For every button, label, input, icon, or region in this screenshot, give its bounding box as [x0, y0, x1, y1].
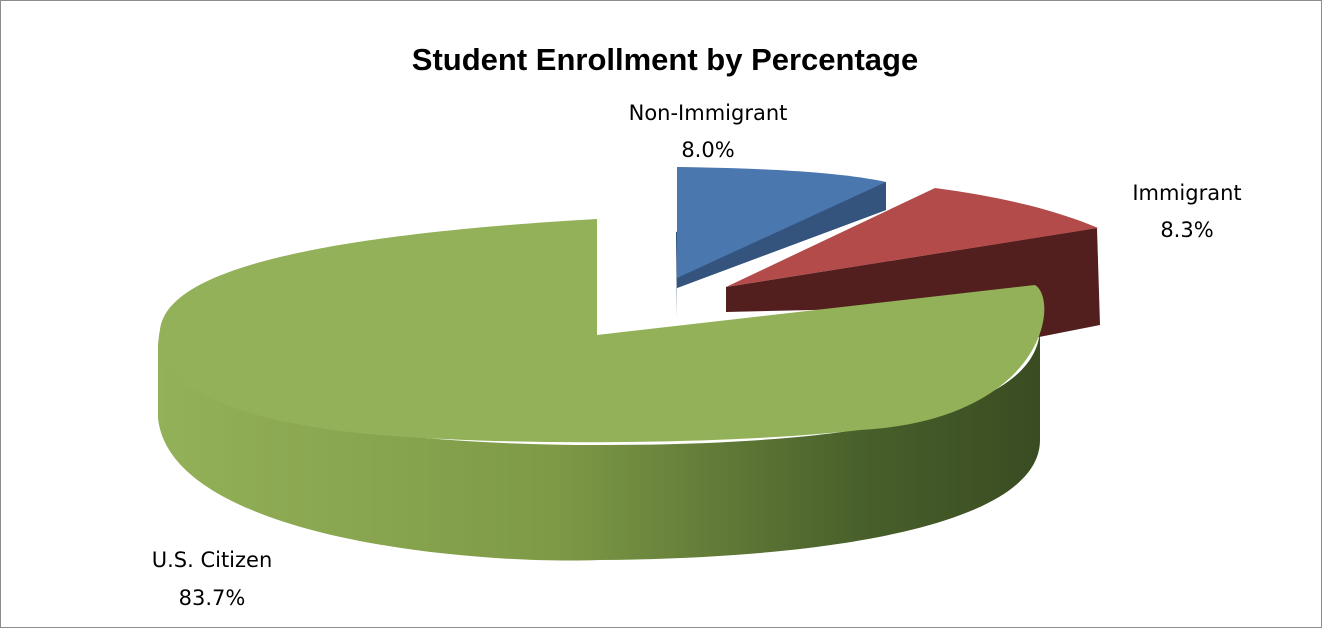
label-immigrant-name: Immigrant	[1132, 181, 1241, 205]
slice-us-citizen-side	[158, 327, 1040, 561]
slice-depth	[158, 182, 1100, 561]
slice-non-immigrant-inner	[676, 182, 886, 288]
label-non-immigrant-value: 8.0%	[681, 138, 734, 162]
label-us-citizen-value: 83.7%	[179, 586, 246, 610]
slice-non-immigrant	[677, 167, 886, 278]
slice-us-citizen	[158, 219, 1045, 443]
slice-immigrant-side	[726, 228, 1100, 338]
label-immigrant-value: 8.3%	[1160, 218, 1213, 242]
label-us-citizen-name: U.S. Citizen	[152, 548, 273, 572]
slice-tops	[158, 167, 1098, 443]
label-non-immigrant-name: Non-Immigrant	[629, 101, 788, 125]
chart-title: Student Enrollment by Percentage	[412, 42, 918, 77]
slice-immigrant	[726, 188, 1098, 287]
